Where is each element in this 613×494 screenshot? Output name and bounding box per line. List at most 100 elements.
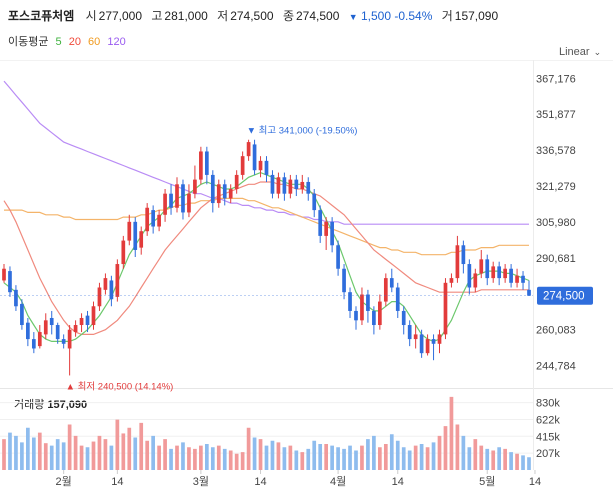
candle-body: [210, 174, 215, 204]
volume-bar: [222, 448, 227, 470]
volume-bar: [467, 447, 472, 470]
volume-bar: [14, 435, 18, 470]
volume-bar: [210, 447, 215, 470]
candle-body: [354, 310, 358, 321]
volume-bar: [413, 445, 418, 470]
stock-header: 포스코퓨처엠 시 277,000 고 281,000 저 274,500 종 274,5…: [8, 7, 504, 24]
volume-bar: [20, 442, 24, 470]
stock-name: 포스코퓨처엠: [8, 9, 75, 23]
volume-bar: [383, 444, 388, 470]
candle-body: [216, 184, 221, 204]
volume-bar: [372, 435, 376, 470]
volume-bar: [216, 445, 221, 470]
ma-120-label[interactable]: 120: [107, 36, 126, 48]
volume-bar: [431, 442, 436, 470]
volume-bar: [133, 437, 138, 470]
candle-body: [234, 174, 239, 189]
price-tick-label: 336,578: [536, 145, 576, 157]
panel-divider: [0, 388, 613, 389]
volume-bar: [425, 447, 430, 470]
chevron-down-icon: ⌄: [593, 47, 602, 57]
ma120-line: [3, 80, 529, 225]
volume-bar: [282, 447, 287, 470]
candle-body: [491, 266, 496, 279]
volume-bar: [8, 432, 12, 470]
volume-bar: [103, 439, 108, 470]
candle-body: [246, 142, 251, 157]
candle-body: [395, 287, 400, 311]
candle-body: [383, 278, 388, 302]
price-tick-label: 321,279: [536, 181, 576, 193]
volume-bar: [181, 442, 185, 470]
candle-body: [497, 266, 502, 279]
candle-body: [264, 160, 269, 175]
volume-bar: [121, 433, 126, 470]
candle-body: [503, 268, 507, 279]
x-tick-label: 14: [392, 476, 404, 488]
volume-bar: [497, 447, 502, 470]
candle-body: [282, 177, 287, 194]
volume-bar: [85, 447, 90, 470]
candle-body: [306, 181, 311, 194]
volume-bar: [91, 441, 96, 470]
candle-body: [228, 188, 233, 199]
candle-body: [187, 193, 191, 213]
candle-body: [425, 339, 430, 354]
candle-body: [115, 264, 120, 297]
volume-bar: [521, 455, 525, 470]
scale-toggle[interactable]: Linear ⌄: [559, 46, 601, 58]
candle-body: [348, 292, 352, 311]
candle-body: [8, 271, 12, 293]
candle-body: [79, 317, 84, 326]
price-tick-label: 260,083: [536, 325, 576, 337]
candle-body: [26, 322, 30, 340]
candle-body: [139, 231, 144, 248]
candle-body: [163, 193, 167, 215]
ma-20-label[interactable]: 20: [68, 36, 81, 48]
candle-body: [372, 310, 376, 326]
candle-body: [431, 339, 436, 344]
change-down-icon: ▼: [348, 12, 358, 22]
volume-bar: [175, 445, 179, 470]
low-label: 저: [217, 9, 229, 23]
candle-body: [181, 184, 185, 213]
volume-tick-label: 415k: [536, 431, 560, 443]
ma-60-label[interactable]: 60: [88, 36, 101, 48]
volume-bar: [97, 435, 102, 470]
ma-5-label[interactable]: 5: [55, 36, 62, 48]
candle-body: [85, 315, 90, 326]
candle-body: [419, 334, 424, 354]
volume-bar: [378, 447, 382, 470]
candle-body: [61, 339, 66, 344]
price-tick-label: 367,176: [536, 73, 576, 85]
volume-bar: [461, 435, 466, 470]
price-tick-label: 244,784: [536, 360, 576, 372]
volume-bar: [407, 450, 412, 470]
candle-body: [109, 280, 114, 300]
candle-body: [222, 184, 227, 199]
open-value: 277,000: [98, 9, 143, 23]
candle-body: [37, 332, 42, 347]
candle-body: [318, 210, 323, 236]
volume-bar: [163, 439, 167, 470]
candle-body: [413, 334, 418, 340]
candle-body: [479, 259, 484, 274]
low-value: 274,500: [230, 9, 274, 23]
volume-bar: [300, 452, 305, 470]
volume-bar: [258, 439, 263, 470]
volume-bar: [479, 445, 484, 470]
candle-body: [467, 264, 472, 288]
candle-body: [20, 303, 24, 326]
candle-body: [151, 210, 155, 227]
volume-bar: [395, 440, 400, 470]
volume-bar: [389, 434, 394, 470]
volume-bar: [449, 396, 454, 470]
candle-body: [521, 275, 525, 283]
x-tick-label: 5월: [479, 475, 495, 488]
candle-body: [324, 221, 329, 236]
candle-body: [276, 177, 281, 194]
volume-bar: [157, 445, 161, 470]
volume-bar: [342, 448, 346, 470]
volume-panel-title: 거래량 157,090: [14, 396, 87, 412]
